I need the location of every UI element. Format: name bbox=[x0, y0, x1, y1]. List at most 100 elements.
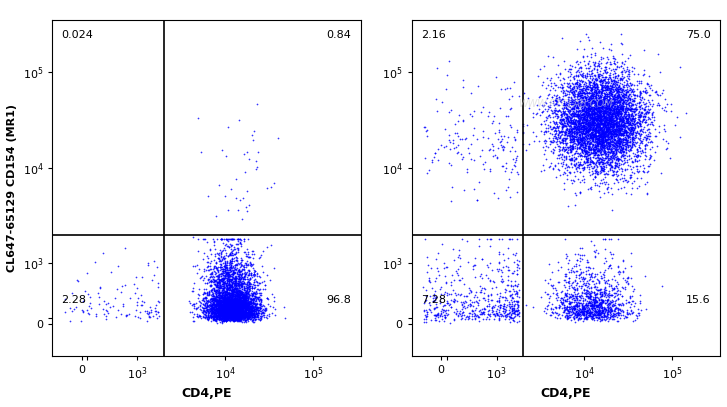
Point bbox=[210, 265, 222, 271]
Point bbox=[200, 313, 212, 320]
Point bbox=[209, 306, 220, 312]
Point bbox=[236, 306, 248, 313]
Point bbox=[241, 319, 252, 325]
Point bbox=[233, 316, 245, 323]
Point bbox=[222, 298, 234, 304]
Point bbox=[254, 280, 265, 286]
Point bbox=[210, 297, 222, 303]
Point bbox=[255, 296, 267, 303]
Point bbox=[231, 301, 243, 308]
Point bbox=[549, 127, 561, 133]
Point bbox=[216, 298, 228, 304]
Point bbox=[230, 306, 242, 312]
Point bbox=[239, 314, 251, 320]
Point bbox=[602, 115, 614, 121]
Point bbox=[589, 130, 601, 136]
Point bbox=[198, 310, 210, 317]
Point bbox=[616, 106, 628, 113]
Point bbox=[603, 136, 615, 142]
Point bbox=[570, 140, 582, 147]
Point bbox=[577, 130, 589, 137]
Point bbox=[611, 103, 622, 110]
Point bbox=[582, 118, 593, 125]
Point bbox=[571, 124, 582, 131]
Point bbox=[251, 303, 262, 310]
Point bbox=[596, 85, 608, 92]
Point bbox=[226, 305, 238, 312]
Point bbox=[601, 137, 613, 144]
Point bbox=[576, 140, 587, 146]
Point bbox=[640, 104, 651, 110]
Point bbox=[214, 276, 225, 283]
Point bbox=[220, 265, 231, 271]
Point bbox=[223, 271, 235, 278]
Point bbox=[592, 136, 603, 142]
Point bbox=[198, 289, 210, 296]
Point bbox=[212, 309, 224, 316]
Point bbox=[238, 300, 249, 307]
Point bbox=[227, 314, 238, 320]
Point bbox=[238, 307, 249, 314]
Point bbox=[599, 124, 611, 131]
Point bbox=[220, 289, 232, 295]
Point bbox=[593, 112, 604, 118]
Point bbox=[511, 311, 523, 318]
Point bbox=[227, 315, 238, 322]
Point bbox=[584, 310, 595, 317]
Point bbox=[592, 85, 603, 92]
Point bbox=[230, 296, 241, 302]
Point bbox=[558, 116, 570, 122]
Point bbox=[457, 77, 469, 83]
Point bbox=[229, 302, 241, 308]
Point bbox=[579, 119, 591, 125]
Point bbox=[510, 308, 521, 314]
Point bbox=[578, 310, 590, 317]
Point bbox=[583, 313, 595, 319]
Point bbox=[608, 171, 619, 177]
Point bbox=[616, 122, 628, 128]
Point bbox=[221, 303, 233, 309]
Point bbox=[593, 114, 605, 120]
Point bbox=[196, 297, 208, 304]
Point bbox=[259, 305, 270, 311]
Point bbox=[564, 300, 576, 306]
Point bbox=[243, 291, 254, 298]
Point bbox=[223, 315, 235, 322]
Point bbox=[611, 309, 623, 315]
Point bbox=[583, 276, 595, 283]
Point bbox=[611, 146, 622, 153]
Point bbox=[238, 315, 250, 322]
Point bbox=[217, 283, 228, 289]
Point bbox=[614, 124, 626, 131]
Point bbox=[565, 147, 577, 153]
Point bbox=[605, 129, 616, 136]
Point bbox=[599, 113, 611, 119]
Point bbox=[614, 127, 626, 133]
Point bbox=[604, 105, 616, 112]
Point bbox=[239, 285, 251, 291]
Point bbox=[601, 163, 612, 170]
Point bbox=[139, 299, 150, 306]
Point bbox=[572, 316, 584, 323]
Point bbox=[230, 295, 242, 302]
Point bbox=[587, 149, 599, 156]
Point bbox=[616, 151, 628, 158]
Point bbox=[563, 300, 575, 307]
Point bbox=[588, 303, 600, 309]
Point bbox=[217, 311, 229, 317]
Point bbox=[609, 70, 621, 76]
Point bbox=[616, 71, 627, 78]
Point bbox=[589, 292, 601, 298]
Point bbox=[566, 86, 578, 92]
Point bbox=[591, 104, 603, 111]
Point bbox=[611, 111, 623, 117]
Point bbox=[474, 313, 486, 320]
Point bbox=[249, 282, 260, 289]
Point bbox=[223, 310, 235, 317]
Point bbox=[590, 180, 601, 187]
Point bbox=[596, 138, 608, 144]
Point bbox=[568, 101, 579, 107]
Point bbox=[600, 93, 611, 99]
Point bbox=[206, 274, 217, 280]
Point bbox=[208, 313, 220, 320]
